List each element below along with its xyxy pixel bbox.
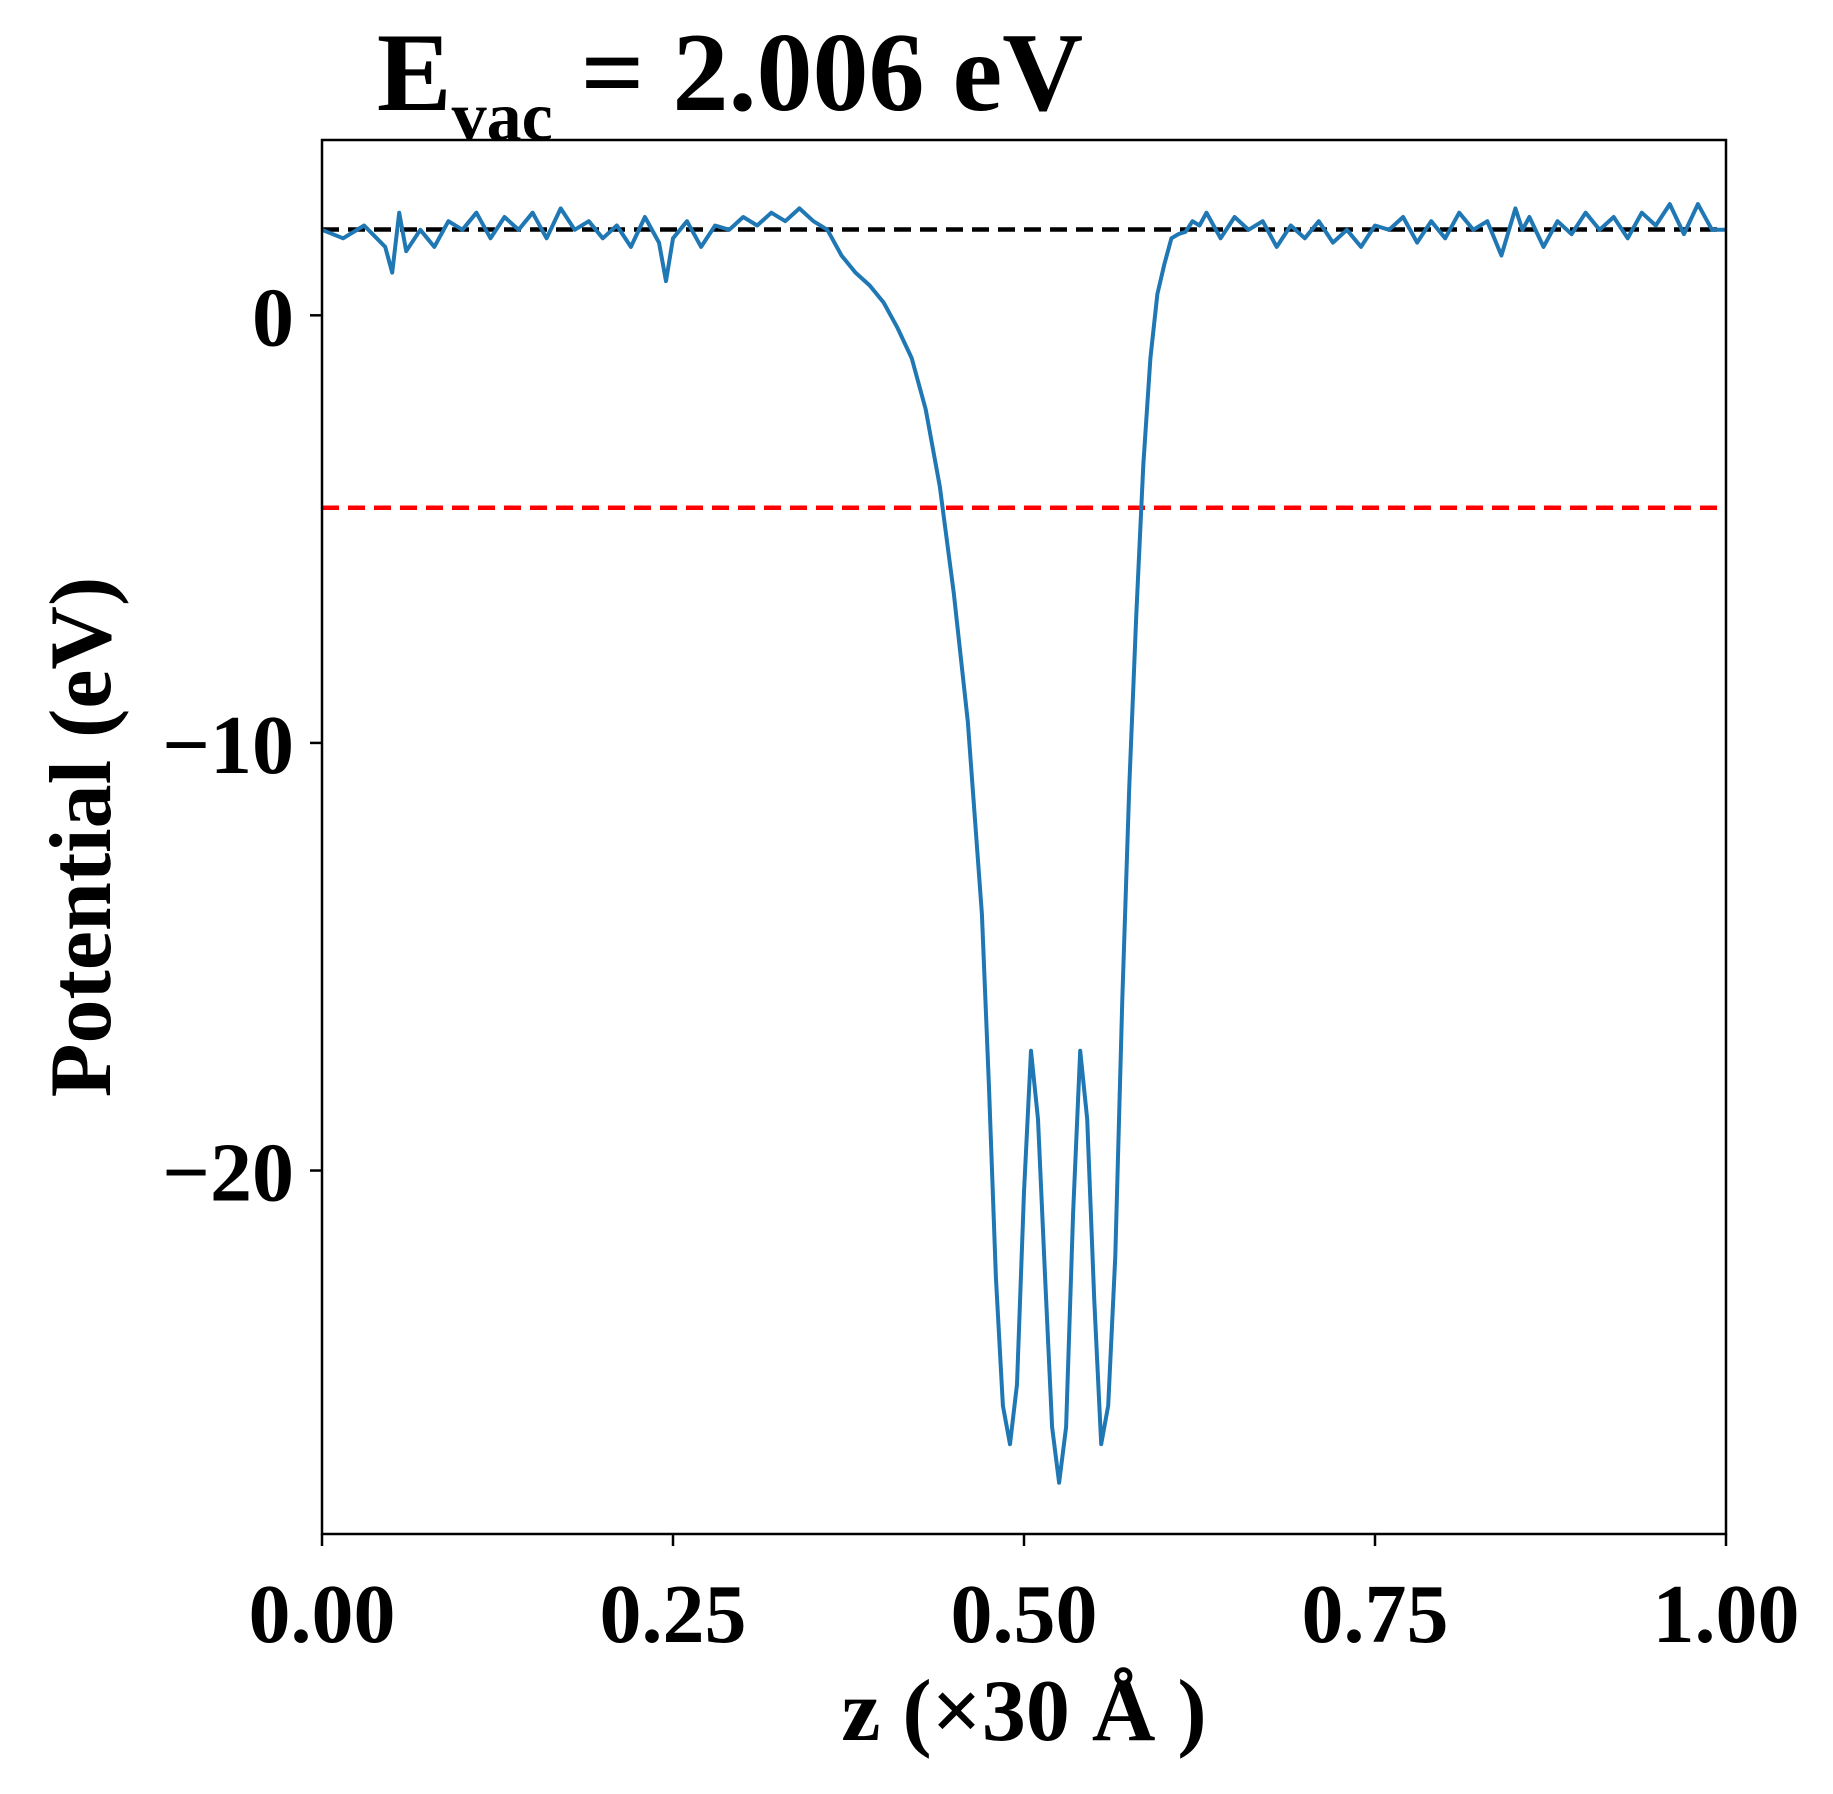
reference-lines xyxy=(322,227,1726,510)
y-tick-label-2: −20 xyxy=(162,1127,294,1220)
x-tick-label-1: 0.25 xyxy=(600,1568,747,1661)
series-layer xyxy=(321,202,1726,1485)
chart-title-suffix: = 2.006 eV xyxy=(553,11,1083,135)
y-tick-label-0: 0 xyxy=(252,271,294,364)
x-tick-label-2: 0.50 xyxy=(951,1568,1098,1661)
x-axis-title: z (×30 Å ) xyxy=(841,1663,1206,1760)
y-axis: 0 −10 −20 xyxy=(162,271,322,1220)
x-tick-label-0: 0.00 xyxy=(249,1568,396,1661)
x-tick-label-4: 1.00 xyxy=(1653,1568,1800,1661)
y-axis-title: Potential (eV) xyxy=(33,577,130,1097)
chart-title-subscript: vac xyxy=(452,79,553,156)
chart-title: Evac = 2.006 eV xyxy=(377,11,1083,156)
chart-title-prefix: E xyxy=(377,11,452,135)
x-axis: 0.00 0.25 0.50 0.75 1.00 xyxy=(249,1534,1800,1661)
x-tick-label-3: 0.75 xyxy=(1302,1568,1449,1661)
y-tick-label-1: −10 xyxy=(162,699,294,792)
plot-frame xyxy=(320,138,1728,1536)
series-line-0 xyxy=(321,202,1726,1485)
